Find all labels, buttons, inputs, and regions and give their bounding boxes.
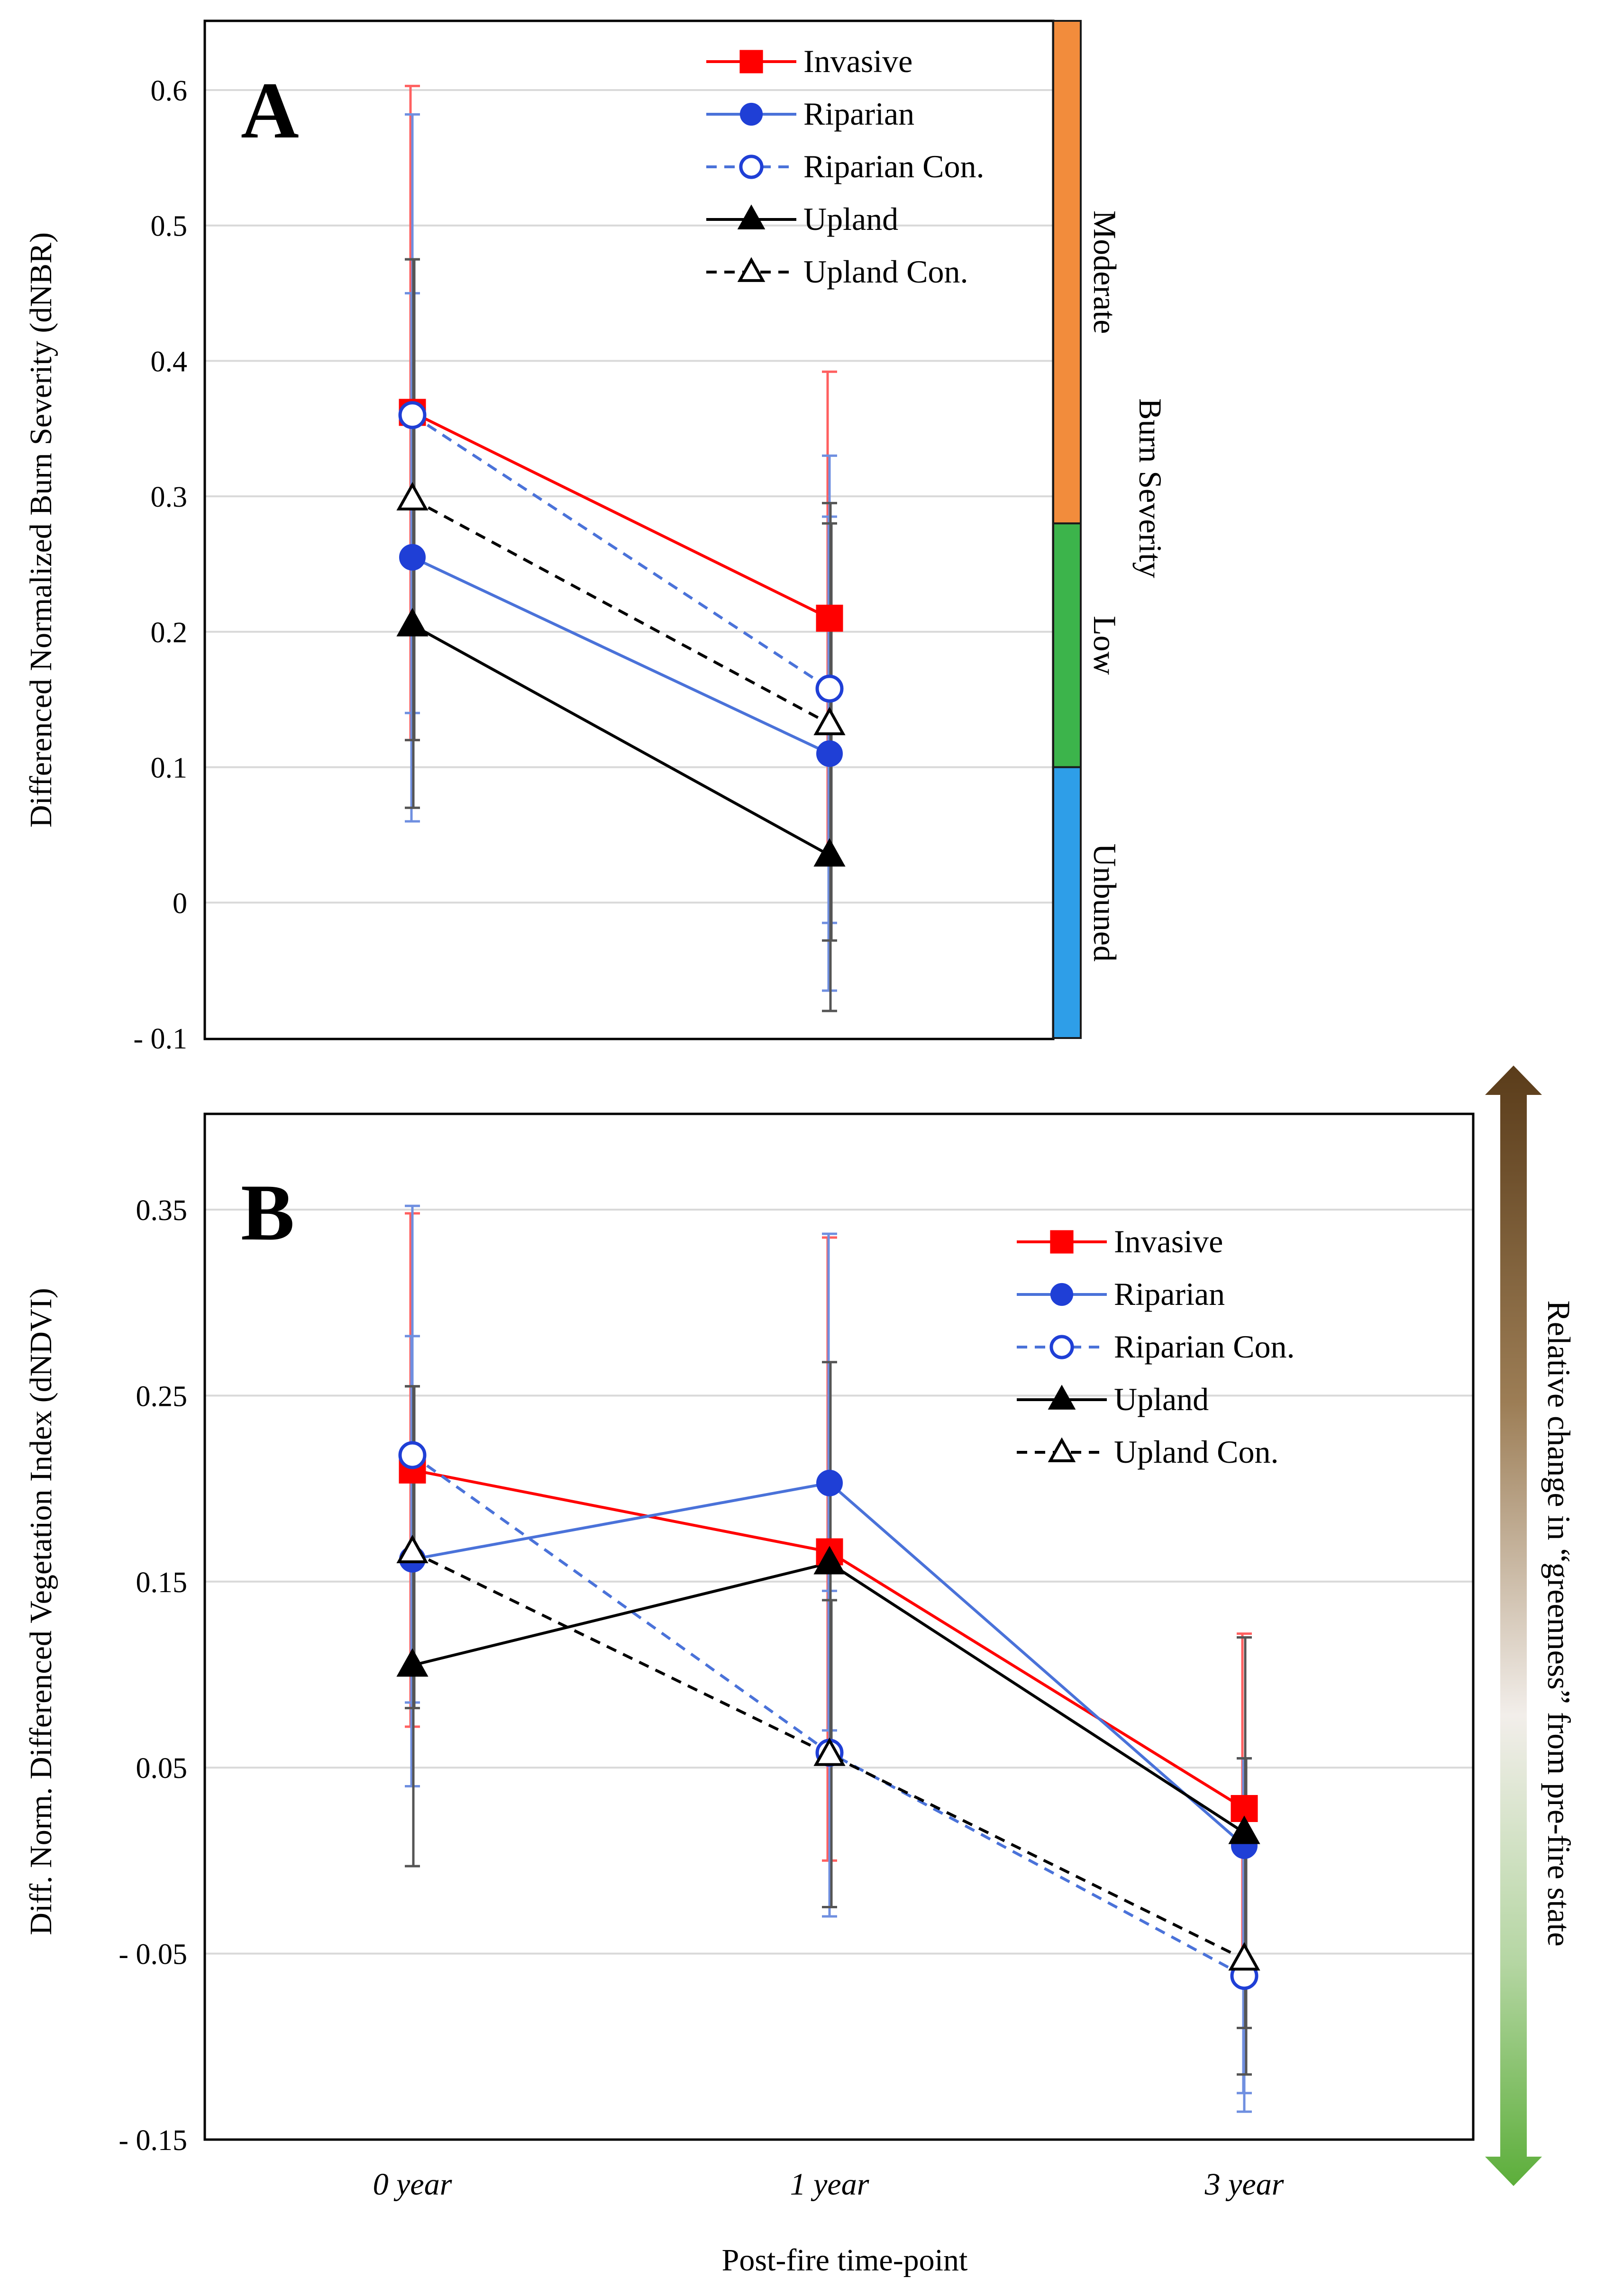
b-legend-riparian-label: Riparian	[1114, 1276, 1225, 1312]
a-riparian-line	[411, 556, 830, 755]
b-legend-upland-marker	[1048, 1385, 1076, 1410]
a-upland-error-bar	[405, 258, 420, 809]
panel-letter-b: B	[241, 1168, 294, 1257]
a-y-tick-label: 0.5	[151, 210, 188, 243]
a-riparian-con-line	[411, 414, 830, 690]
panel-letter-a: A	[241, 66, 299, 155]
b-y-tick-label: - 0.15	[119, 2124, 187, 2157]
a-y-tick-label: 0	[173, 887, 187, 920]
y-ticks-a: - 0.1 0 0.1 0.2 0.3 0.4 0.5 0.6	[133, 75, 187, 1055]
severity-band-unbuned-label: Unbuned	[1087, 844, 1123, 962]
series-b	[396, 1204, 1260, 2113]
b-legend-upland-con-label: Upland Con.	[1114, 1434, 1279, 1470]
b-y-tick-label: 0.15	[136, 1567, 188, 1599]
b-legend-riparian-marker	[1050, 1283, 1074, 1306]
legend-a: Invasive Riparian Riparian Con. Upland Uplan…	[706, 43, 985, 290]
a-riparian-con-point	[398, 401, 427, 429]
x-ticks-b: 0 year 1 year 3 year	[373, 2167, 1284, 2202]
series-a	[396, 84, 846, 1012]
severity-band-unbuned	[1052, 766, 1082, 1039]
a-riparian-point	[399, 544, 426, 571]
plot-frame-b	[203, 1112, 1475, 2141]
burn-severity-title: Burn Severity	[1132, 398, 1168, 578]
b-upland-point	[396, 1648, 429, 1677]
a-y-tick-label: 0.2	[151, 617, 188, 649]
b-x-tick-label: 3 year	[1204, 2167, 1284, 2202]
b-y-tick-label: 0.35	[136, 1194, 188, 1227]
a-legend-upland-con-label: Upland Con.	[803, 254, 968, 290]
b-riparian-con-point	[398, 1441, 427, 1469]
b-legend-riparian-con-label: Riparian Con.	[1114, 1329, 1295, 1365]
a-legend-riparian-label: Riparian	[803, 96, 914, 132]
a-upland-point	[813, 838, 846, 867]
a-upland-con-point	[396, 482, 429, 510]
greenness-title: Relative change in “greenness” from pre-…	[1541, 1300, 1577, 1946]
a-legend-riparian-con-label: Riparian Con.	[803, 148, 985, 184]
b-legend-riparian-con-marker	[1049, 1335, 1074, 1359]
a-legend-upland-label: Upland	[803, 201, 898, 237]
b-upland-con-point	[396, 1534, 429, 1564]
a-riparian-point	[816, 740, 843, 767]
a-legend-invasive-label: Invasive	[803, 43, 912, 79]
legend-b: Invasive Riparian Riparian Con. Upland Uplan…	[1017, 1223, 1295, 1470]
grid-a	[205, 89, 1053, 904]
b-upland-point	[1228, 1815, 1260, 1844]
x-axis-label: Post-fire time-point	[722, 2243, 968, 2278]
b-riparian-point	[816, 1469, 843, 1496]
b-y-tick-label: - 0.05	[119, 1939, 187, 1971]
a-riparian-con-point	[815, 674, 844, 703]
panel-b: - 0.15 - 0.05 0.05 0.15 0.25 0.35 0 year 1 yea…	[24, 1066, 1577, 2278]
a-invasive-line	[411, 411, 830, 620]
panel-a: - 0.1 0 0.1 0.2 0.3 0.4 0.5 0.6 Differenced Nor…	[24, 19, 1168, 1055]
a-upland-point	[396, 608, 429, 637]
severity-band-moderate-label: Moderate	[1087, 210, 1123, 334]
a-legend-upland-con-marker	[737, 257, 766, 282]
burn-severity-bar: Moderate Low Unbuned	[1052, 20, 1123, 1039]
a-y-tick-label: 0.4	[151, 346, 188, 378]
b-legend-upland-label: Upland	[1114, 1381, 1209, 1417]
b-y-tick-label: 0.05	[136, 1752, 188, 1785]
a-legend-riparian-marker	[739, 102, 763, 126]
b-legend-invasive-marker	[1050, 1230, 1074, 1254]
b-upland-con-point	[813, 1737, 846, 1766]
y-axis-label-b: Diff. Norm. Differenced Vegetation Index…	[24, 1288, 58, 1935]
b-x-tick-label: 1 year	[790, 2167, 869, 2202]
severity-band-moderate	[1052, 20, 1082, 525]
b-upland-point	[813, 1546, 846, 1575]
b-legend-upland-con-marker	[1048, 1437, 1076, 1462]
severity-band-low	[1052, 522, 1082, 768]
b-upland-con-point	[1228, 1942, 1260, 1971]
b-y-tick-label: 0.25	[136, 1380, 188, 1412]
a-legend-invasive-marker	[739, 50, 763, 73]
a-y-tick-label: 0.1	[151, 752, 188, 784]
a-upland-con-point	[813, 706, 846, 736]
a-y-tick-label: 0.6	[151, 75, 188, 107]
a-y-tick-label: 0.3	[151, 481, 188, 513]
a-legend-riparian-con-marker	[739, 155, 764, 179]
b-legend-invasive-label: Invasive	[1114, 1223, 1223, 1259]
greenness-arrow-shape	[1485, 1066, 1542, 2186]
a-y-tick-label: - 0.1	[133, 1023, 187, 1055]
severity-band-low-label: Low	[1087, 616, 1123, 675]
grid-b	[205, 1209, 1473, 1955]
a-upland-line	[411, 623, 830, 856]
y-axis-label-a: Differenced Normalized Burn Severity (dN…	[24, 232, 58, 828]
b-x-tick-label: 0 year	[373, 2167, 452, 2202]
y-ticks-b: - 0.15 - 0.05 0.05 0.15 0.25 0.35	[119, 1194, 187, 2157]
a-upland-con-line	[411, 498, 830, 725]
greenness-arrow	[1485, 1066, 1542, 2186]
a-invasive-point	[816, 604, 843, 632]
a-legend-upland-marker	[737, 204, 766, 229]
